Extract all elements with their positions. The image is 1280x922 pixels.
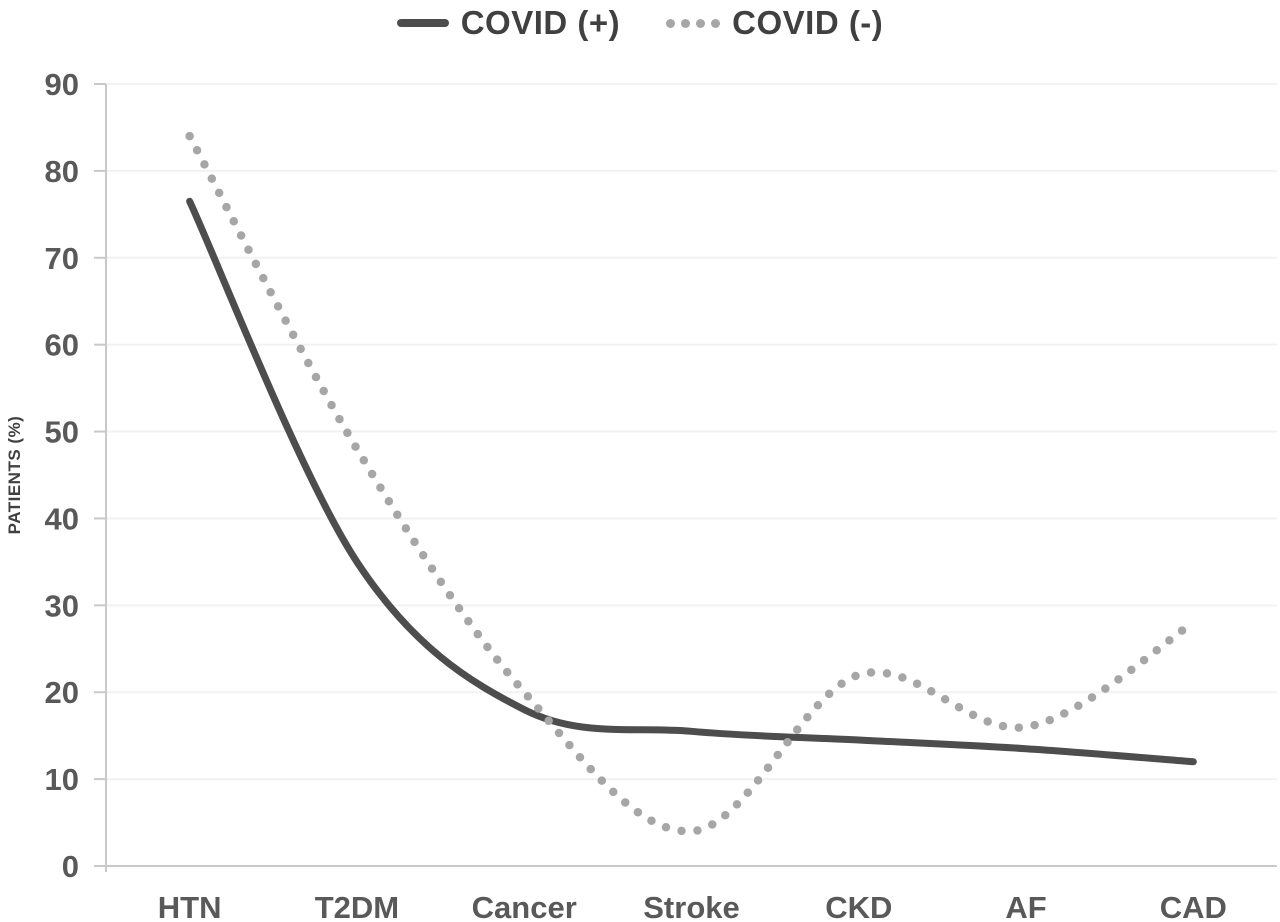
y-tick-label: 40 (45, 501, 79, 536)
x-category-label: Stroke (643, 890, 739, 922)
y-tick-label: 10 (45, 762, 79, 797)
chart-legend: COVID (+) COVID (-) (0, 0, 1280, 46)
x-category-label: CKD (825, 890, 892, 922)
legend-label-covid-negative: COVID (-) (732, 4, 884, 41)
solid-line-swatch-icon (396, 19, 449, 27)
dotted-line-swatch-icon (666, 18, 721, 28)
y-tick-label: 60 (45, 328, 79, 363)
y-tick-label: 50 (45, 415, 79, 450)
series-line-covid-positive (186, 197, 1197, 766)
x-category-label: Cancer (472, 890, 577, 922)
legend-item-covid-positive: COVID (+) (396, 4, 621, 42)
y-tick-label: 0 (62, 849, 79, 884)
y-tick-label: 70 (45, 241, 79, 276)
y-tick-label: 80 (45, 154, 79, 189)
legend-label-covid-positive: COVID (+) (460, 4, 621, 41)
series-line-covid-negative (185, 131, 1198, 836)
legend-item-covid-negative: COVID (-) (666, 4, 883, 42)
y-tick-label: 90 (45, 67, 79, 102)
x-category-label: CAD (1160, 890, 1227, 922)
y-tick-label: 20 (45, 675, 79, 710)
y-tick-label: 30 (45, 588, 79, 623)
x-category-label: HTN (158, 890, 222, 922)
x-category-label: AF (1005, 890, 1046, 922)
x-category-label: T2DM (315, 890, 399, 922)
